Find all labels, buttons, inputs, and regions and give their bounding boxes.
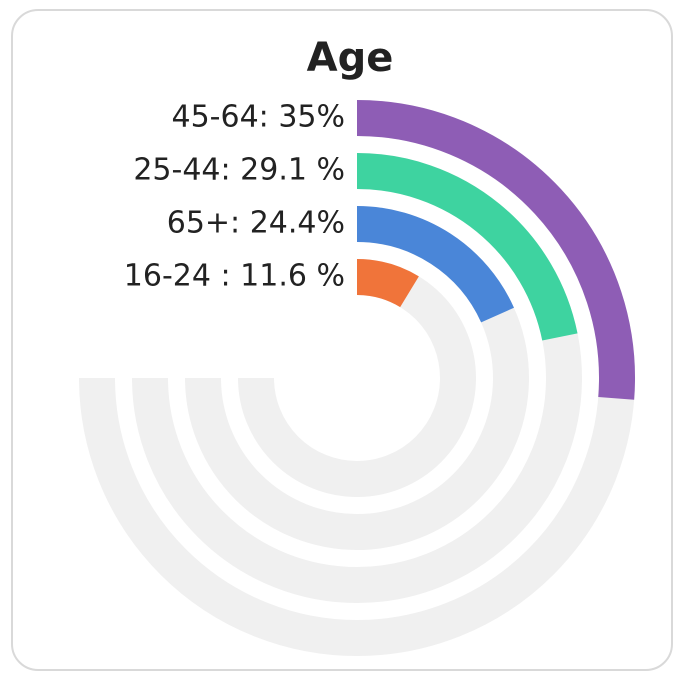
value-label: 25-44: 29.1 % (133, 153, 345, 188)
radial-bar (356, 100, 635, 400)
radial-bar (356, 153, 578, 341)
track (238, 259, 476, 497)
chart-title: Age (307, 35, 394, 81)
radial-bar (356, 206, 514, 323)
radial-bar (356, 259, 419, 308)
value-label: 65+: 24.4% (167, 206, 345, 241)
value-label: 45-64: 35% (172, 100, 346, 135)
value-label: 16-24 : 11.6 % (124, 259, 345, 294)
